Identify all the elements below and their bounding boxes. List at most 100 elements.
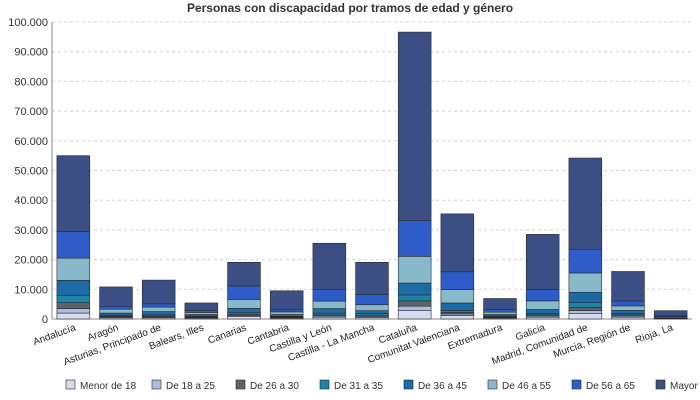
bar-segment bbox=[141, 306, 176, 312]
bar-segment bbox=[483, 298, 517, 310]
bar-segment bbox=[355, 304, 389, 311]
bar-segment bbox=[568, 302, 603, 308]
y-tick-label: 30.000 bbox=[14, 225, 48, 237]
y-tick-label: 50.000 bbox=[14, 166, 48, 178]
bar-segment bbox=[440, 315, 475, 320]
bar-segment bbox=[99, 312, 133, 316]
bar-segment bbox=[227, 285, 261, 300]
x-tick-label: Andalucía bbox=[32, 322, 78, 348]
bar-segment bbox=[568, 157, 603, 250]
bar-segment bbox=[397, 310, 432, 320]
bar-segment bbox=[56, 231, 91, 259]
bar-segment bbox=[99, 305, 133, 310]
bar-segment bbox=[312, 288, 347, 302]
legend-label: De 56 a 65 bbox=[586, 381, 635, 392]
bar-segment bbox=[56, 302, 91, 309]
y-tick-label: 80.000 bbox=[14, 76, 48, 88]
bar-segment bbox=[440, 289, 475, 304]
bar-segment bbox=[99, 308, 133, 314]
bar-segment bbox=[227, 316, 261, 320]
y-tick-label: 60.000 bbox=[14, 136, 48, 148]
bar-segment bbox=[568, 248, 603, 274]
bar-segment bbox=[397, 31, 432, 221]
bar-segment bbox=[56, 312, 91, 320]
legend-swatch bbox=[403, 379, 414, 390]
bar-segment bbox=[141, 279, 176, 305]
bar-segment bbox=[56, 155, 91, 232]
bar-segment bbox=[184, 312, 219, 315]
legend-swatch bbox=[319, 379, 330, 390]
bar-segment bbox=[312, 308, 347, 314]
bar-segment bbox=[611, 300, 645, 307]
legend-swatch bbox=[655, 379, 666, 390]
bar-segment bbox=[141, 303, 176, 308]
bar-segment bbox=[269, 290, 304, 311]
bar-segment bbox=[397, 294, 432, 302]
legend-swatch bbox=[571, 379, 582, 390]
bar-segment bbox=[355, 310, 389, 314]
bar-segment bbox=[611, 310, 645, 314]
bar-segment bbox=[653, 310, 688, 317]
bar-segment bbox=[568, 272, 603, 293]
bar-segment bbox=[397, 300, 432, 307]
bar-segment bbox=[312, 242, 347, 290]
y-tick-label: 100.000 bbox=[8, 17, 48, 29]
legend-label: De 36 a 45 bbox=[418, 381, 467, 392]
bar-segment bbox=[227, 308, 261, 314]
y-tick-label: 90.000 bbox=[14, 47, 48, 59]
bar-segment bbox=[611, 305, 645, 311]
legend-swatch bbox=[151, 379, 162, 390]
bar-segment bbox=[568, 313, 603, 320]
legend-label: De 31 a 35 bbox=[334, 381, 383, 392]
bar-segment bbox=[483, 309, 517, 313]
bar-segment bbox=[184, 302, 219, 311]
bar-segment bbox=[355, 294, 389, 306]
legend-label: De 18 a 25 bbox=[166, 381, 215, 392]
chart-title: Personas con discapacidad por tramos de … bbox=[186, 1, 514, 15]
bar-segment bbox=[525, 234, 560, 290]
bar-segment bbox=[397, 305, 432, 311]
bar-segment bbox=[440, 302, 475, 311]
bar-segment bbox=[397, 282, 432, 296]
bar-segment bbox=[397, 256, 432, 284]
bar-segment bbox=[99, 286, 133, 307]
bar-segment bbox=[568, 307, 603, 311]
bar-segment bbox=[440, 213, 475, 273]
bar-segment bbox=[440, 310, 475, 313]
bar-segment bbox=[227, 299, 261, 309]
legend-swatch bbox=[235, 379, 246, 390]
legend-label: Menor de 18 bbox=[80, 381, 137, 392]
bar-segment bbox=[227, 261, 261, 287]
bar-segment bbox=[440, 271, 475, 290]
bar-segment bbox=[483, 311, 517, 315]
bar-segment bbox=[568, 310, 603, 314]
y-tick-label: 10.000 bbox=[14, 284, 48, 296]
bar-segment bbox=[56, 257, 91, 281]
legend-swatch bbox=[487, 379, 498, 390]
y-tick-label: 40.000 bbox=[14, 195, 48, 207]
bar-segment bbox=[525, 289, 560, 302]
x-tick-label: Canarias bbox=[207, 322, 248, 346]
bar-segment bbox=[611, 271, 645, 302]
bar-segment bbox=[56, 294, 91, 303]
bar-segment bbox=[355, 261, 389, 295]
legend-label: De 46 a 55 bbox=[502, 381, 551, 392]
bar-segment bbox=[568, 291, 603, 303]
bar-segment bbox=[397, 220, 432, 257]
bar-segment bbox=[525, 300, 560, 310]
bar-segment bbox=[525, 309, 560, 314]
y-tick-label: 20.000 bbox=[14, 255, 48, 267]
y-tick-label: 70.000 bbox=[14, 106, 48, 118]
legend-label: Mayor de 65 bbox=[670, 381, 700, 392]
legend-label: De 26 a 30 bbox=[250, 381, 299, 392]
legend-swatch bbox=[65, 379, 76, 390]
bar-segment bbox=[269, 309, 304, 313]
bar-segment bbox=[56, 280, 91, 296]
bar-segment bbox=[269, 311, 304, 315]
y-tick-label: 0 bbox=[42, 314, 48, 326]
bar-segment bbox=[312, 300, 347, 309]
x-tick-label: Rioja, La bbox=[634, 322, 675, 346]
bar-segment bbox=[56, 308, 91, 314]
